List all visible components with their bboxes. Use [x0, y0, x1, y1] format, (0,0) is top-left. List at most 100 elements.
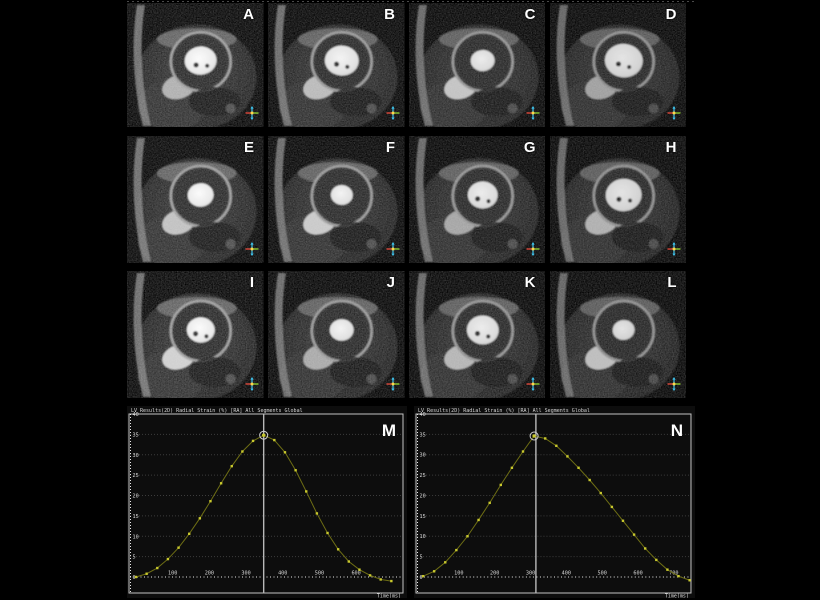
- strain-chart-panel-n: 40 35 30 25 20 15 10 5 0 100 200 300 400 500 600 700 LV …: [414, 406, 695, 598]
- strain-point: [466, 535, 469, 538]
- mri-panel: J: [268, 271, 405, 398]
- orientation-marker-icon: [245, 377, 258, 391]
- strain-point: [166, 557, 170, 561]
- cardiac-mri-image: [408, 271, 545, 398]
- mri-panel: G: [408, 136, 545, 263]
- panel-label: C: [524, 6, 536, 23]
- peak-strain-marker: [529, 431, 539, 441]
- y-tick-label: 35: [133, 432, 139, 438]
- x-tick-label: 100: [168, 571, 177, 577]
- peak-strain-marker: [259, 430, 269, 440]
- x-tick-label: 300: [526, 571, 535, 577]
- panel-label: L: [667, 274, 677, 291]
- strain-chart-plot: 40 35 30 25 20 15 10 5 0 100 200 300 400 500 600 LV Res…: [127, 406, 407, 598]
- strain-point: [432, 570, 436, 573]
- strain-point: [390, 579, 393, 583]
- strain-point: [688, 579, 691, 582]
- strain-point: [499, 483, 502, 487]
- cardiac-mri-image: [127, 136, 264, 263]
- peak-strain-dot: [532, 434, 536, 438]
- x-tick-label: 500: [597, 571, 606, 577]
- strain-point: [326, 531, 329, 535]
- strain-point: [145, 572, 148, 575]
- strain-point: [544, 437, 547, 440]
- strain-point: [655, 558, 658, 562]
- strain-point: [156, 566, 159, 570]
- orientation-marker-icon: [245, 106, 258, 120]
- strain-point: [555, 444, 558, 447]
- panel-label: I: [249, 274, 255, 291]
- x-tick-label: 500: [315, 571, 324, 577]
- strain-point: [294, 469, 297, 472]
- strain-point: [379, 578, 382, 581]
- x-tick-label: 400: [278, 571, 287, 577]
- strain-point: [455, 548, 458, 552]
- x-tick-label: 400: [562, 571, 571, 577]
- strain-point: [477, 518, 480, 522]
- mri-panel: E: [127, 136, 264, 263]
- strain-point: [336, 548, 340, 551]
- strain-point: [577, 466, 580, 469]
- panel-label: E: [243, 139, 255, 156]
- x-tick-label: 200: [490, 571, 499, 577]
- orientation-marker-icon: [526, 377, 540, 391]
- cardiac-mri-image: [549, 3, 686, 127]
- strain-point: [677, 574, 680, 578]
- y-tick-label: 30: [420, 453, 426, 459]
- mri-panel: K: [408, 271, 545, 398]
- y-tick-label: 0: [133, 575, 136, 581]
- orientation-marker-icon: [526, 106, 540, 120]
- strain-point: [241, 450, 244, 453]
- mri-panel: D: [549, 3, 686, 127]
- panel-label: B: [384, 6, 396, 23]
- y-tick-label: 5: [420, 555, 423, 561]
- chart-title: LV Results(2D) Radial Strain (%) [RA] Al…: [131, 408, 303, 414]
- orientation-marker-icon: [667, 106, 681, 120]
- y-tick-label: 10: [133, 534, 139, 540]
- mri-panel: A: [127, 3, 264, 127]
- strain-point: [347, 560, 350, 563]
- cardiac-mri-image: [408, 3, 545, 127]
- strain-point: [632, 533, 636, 536]
- y-tick-label: 10: [420, 534, 426, 540]
- strain-point: [599, 491, 602, 495]
- panel-label: H: [665, 139, 677, 156]
- strain-point: [305, 490, 308, 493]
- strain-point: [588, 478, 591, 482]
- chart-panel-label: N: [671, 421, 683, 440]
- orientation-marker-icon: [667, 242, 681, 256]
- panel-label: K: [524, 274, 536, 291]
- strain-point: [488, 501, 491, 505]
- x-tick-label: 600: [633, 571, 642, 577]
- strain-point: [177, 546, 180, 549]
- strain-point: [444, 561, 447, 564]
- y-tick-label: 0: [420, 575, 423, 581]
- y-tick-label: 15: [133, 514, 139, 520]
- mri-panel: H: [549, 136, 686, 263]
- cardiac-mri-image: [127, 271, 264, 398]
- panel-label: J: [386, 274, 396, 291]
- orientation-marker-icon: [386, 242, 399, 256]
- orientation-marker-icon: [386, 377, 399, 391]
- time-axis-label: Time(ms): [377, 594, 401, 599]
- panel-label: A: [243, 6, 255, 23]
- strain-point: [283, 451, 287, 454]
- y-tick-label: 40: [133, 412, 139, 418]
- strain-point: [251, 439, 255, 443]
- y-tick-label: 25: [420, 473, 426, 479]
- orientation-marker-icon: [245, 242, 258, 256]
- cardiac-mri-image: [549, 271, 686, 398]
- y-tick-label: 40: [420, 412, 426, 418]
- x-tick-label: 200: [205, 571, 214, 577]
- y-tick-label: 20: [133, 494, 139, 500]
- strain-point: [198, 517, 202, 520]
- y-tick-label: 20: [420, 494, 426, 500]
- panel-label: F: [385, 139, 396, 156]
- cardiac-mri-image: [127, 3, 264, 127]
- y-tick-label: 25: [133, 473, 139, 479]
- strain-chart-panel-m: 40 35 30 25 20 15 10 5 0 100 200 300 400 500 600 LV Res…: [127, 406, 407, 598]
- strain-point: [134, 575, 138, 579]
- cardiac-mri-image: [408, 136, 545, 263]
